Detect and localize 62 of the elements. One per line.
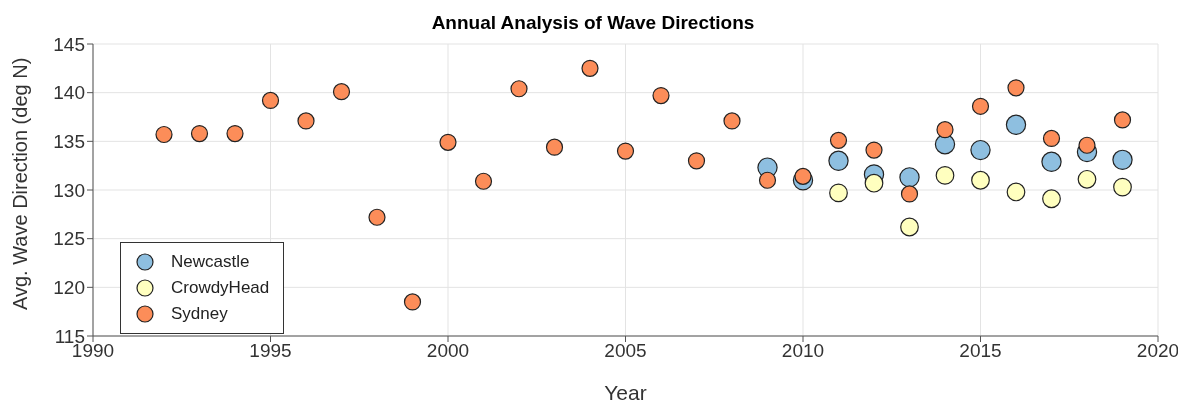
x-tick-label: 2000: [426, 340, 470, 362]
point: [1042, 129, 1061, 148]
point: [829, 183, 848, 203]
point: [970, 139, 991, 161]
x-axis-title: Year: [604, 381, 647, 404]
chart-title: Annual Analysis of Wave Directions: [430, 12, 756, 34]
point: [439, 133, 457, 151]
point: [1113, 111, 1132, 129]
point: [368, 208, 386, 226]
point: [900, 185, 919, 203]
point: [899, 167, 920, 188]
point: [1007, 79, 1025, 97]
point: [723, 112, 741, 130]
point: [403, 293, 422, 311]
point: [1041, 151, 1062, 172]
point: [829, 131, 848, 149]
y-tick-label: 125: [53, 228, 85, 250]
point: [971, 97, 990, 115]
y-axis-title: Avg. Wave Direction (deg N): [9, 57, 32, 310]
point: [332, 83, 351, 101]
point: [261, 91, 280, 110]
point: [155, 125, 173, 144]
point: [581, 59, 599, 77]
point: [1112, 149, 1133, 171]
point: [794, 167, 812, 185]
x-tick-label: 2015: [959, 340, 1002, 362]
x-tick-label: 2010: [781, 340, 825, 362]
point: [652, 86, 670, 105]
point: [1006, 182, 1026, 202]
point: [616, 142, 635, 160]
y-tick-label: 130: [53, 179, 85, 201]
point: [758, 171, 777, 189]
point: [971, 170, 990, 190]
point: [297, 112, 315, 130]
point: [935, 166, 955, 185]
point: [1078, 136, 1096, 154]
point: [190, 124, 209, 143]
point: [900, 217, 919, 237]
point: [864, 173, 884, 193]
x-tick-label: 1995: [249, 340, 292, 362]
legend-label: CrowdyHead: [171, 277, 270, 299]
y-tick-label: 135: [53, 131, 85, 153]
point: [865, 141, 883, 159]
point: [1077, 169, 1097, 189]
legend-label: Sydney: [171, 303, 228, 325]
x-tick-label: 2020: [1136, 340, 1180, 362]
point: [934, 134, 956, 155]
y-tick-label: 145: [53, 33, 85, 55]
point: [510, 80, 528, 98]
point: [545, 138, 564, 156]
point: [936, 121, 954, 139]
point: [828, 150, 849, 171]
point: [226, 124, 244, 143]
point: [1113, 177, 1132, 197]
point: [1005, 114, 1027, 135]
point: [474, 172, 493, 190]
y-tick-label: 140: [53, 82, 85, 104]
point: [1042, 189, 1061, 209]
point: [687, 152, 706, 170]
y-tick-label: 120: [53, 277, 85, 299]
legend-label: Newcastle: [171, 251, 250, 273]
x-tick-label: 2005: [604, 340, 647, 362]
